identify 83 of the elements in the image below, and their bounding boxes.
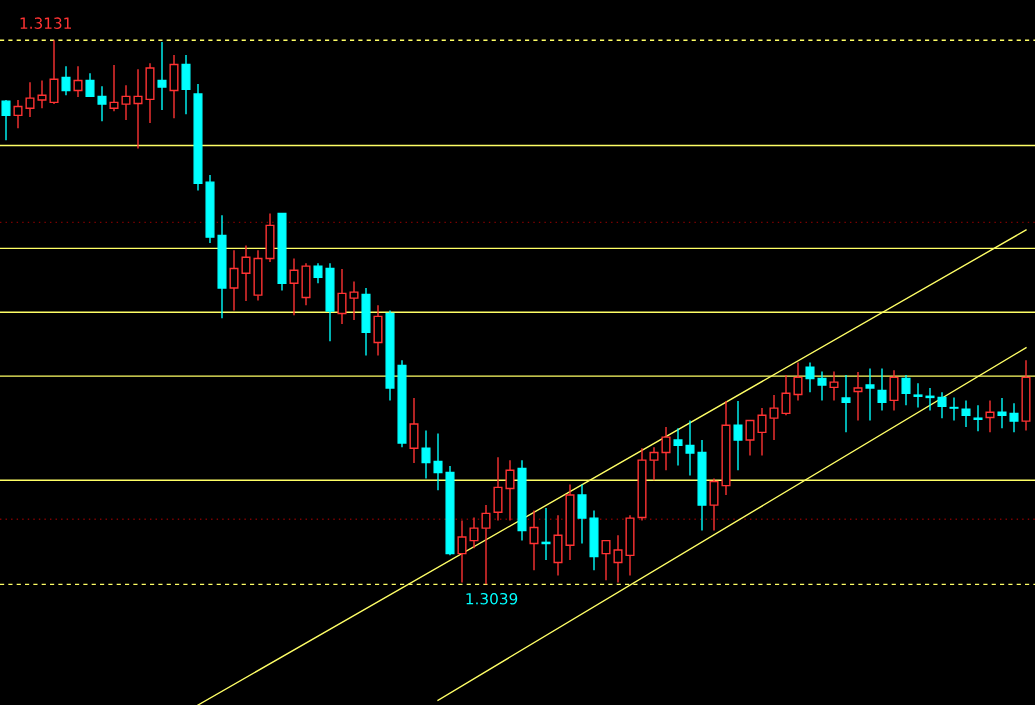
candlestick <box>877 367 887 412</box>
candlestick <box>565 483 575 561</box>
candlestick <box>697 439 707 532</box>
candlestick <box>433 432 443 492</box>
candlestick <box>517 459 527 542</box>
candlestick <box>913 382 923 409</box>
candlestick <box>661 426 671 471</box>
candlestick <box>145 62 155 124</box>
candlestick <box>121 84 131 121</box>
candlestick <box>457 519 467 584</box>
candlestick <box>925 387 935 412</box>
candlestick <box>733 400 743 471</box>
candlestick <box>253 249 263 302</box>
candlestick <box>193 83 203 192</box>
candlestick <box>997 397 1007 429</box>
candlestick <box>553 514 563 577</box>
candlestick <box>865 367 875 422</box>
candlestick <box>493 456 503 522</box>
candlestick <box>625 514 635 577</box>
candlestick <box>613 534 623 584</box>
candlestick <box>325 262 335 342</box>
candlestick <box>973 404 983 432</box>
candlestick <box>985 399 995 434</box>
candlestick <box>781 374 791 416</box>
candlestick <box>181 54 191 115</box>
candlestick <box>73 65 83 98</box>
candlestick <box>817 370 827 402</box>
candlestick <box>301 262 311 306</box>
candlestick <box>793 361 803 402</box>
candlestick <box>937 391 947 419</box>
candlestick <box>337 268 347 325</box>
candlestick <box>385 309 395 402</box>
candlestick <box>37 79 47 109</box>
candlestick <box>61 65 71 96</box>
candlestick <box>1009 402 1019 434</box>
candlestick <box>169 54 179 119</box>
candlestick <box>673 427 683 467</box>
candlestick <box>805 361 815 393</box>
candlestick <box>577 483 587 545</box>
candlestick <box>721 400 731 496</box>
candlestick <box>421 429 431 480</box>
candlestick <box>157 41 167 111</box>
candlestick <box>481 504 491 586</box>
candlestick <box>133 68 143 150</box>
candlestick <box>649 446 659 481</box>
annotation: 1.3131 <box>20 17 71 29</box>
candlestick <box>709 477 719 532</box>
candlestick <box>949 396 959 422</box>
candlestick <box>841 374 851 434</box>
candlestick <box>241 244 251 302</box>
candlestick <box>205 174 215 244</box>
candlestick <box>757 407 767 457</box>
candlestick <box>409 397 419 464</box>
candlestick <box>313 262 323 284</box>
candlestick <box>217 214 227 319</box>
candlestick <box>889 369 899 412</box>
candlestick <box>229 249 239 312</box>
candlestick <box>109 64 119 112</box>
candlestick <box>13 99 23 130</box>
candlestick <box>97 85 107 122</box>
candlestick <box>505 459 515 522</box>
candlestick <box>961 399 971 428</box>
candlestick <box>469 516 479 549</box>
candlestick <box>769 394 779 441</box>
candlestick <box>1021 359 1031 432</box>
candlestick <box>901 374 911 406</box>
candlestick <box>685 419 695 477</box>
candlestick <box>25 81 35 118</box>
candlestick <box>349 280 359 321</box>
candlestick <box>49 39 59 105</box>
candlestick <box>397 359 407 448</box>
candlestick <box>373 304 383 357</box>
candlestick <box>637 447 647 522</box>
candlestick <box>289 257 299 316</box>
candlestick <box>589 509 599 571</box>
candlestick <box>361 287 371 357</box>
annotation: 1.3039 <box>466 592 518 605</box>
candlestick <box>853 371 863 422</box>
candlestick <box>541 507 551 561</box>
candlestick <box>445 465 455 557</box>
candlestick <box>529 509 539 571</box>
candlestick <box>829 370 839 402</box>
candlestick <box>265 212 275 263</box>
